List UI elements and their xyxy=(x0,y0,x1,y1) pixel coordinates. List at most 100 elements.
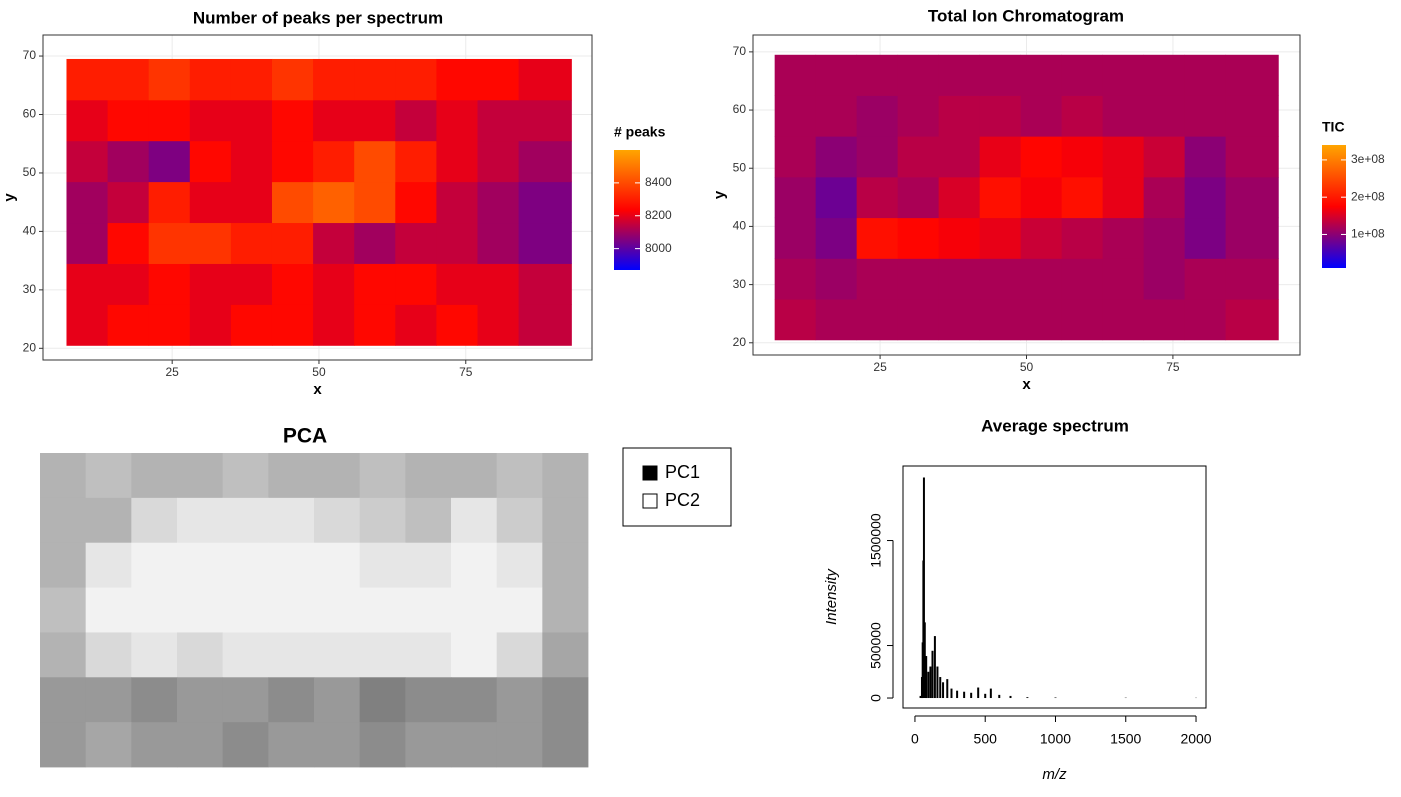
image-cell xyxy=(85,677,132,723)
heat-cell xyxy=(1061,136,1104,178)
heat-cell xyxy=(1020,95,1063,137)
legend-title: TIC xyxy=(1322,119,1345,135)
heat-cell xyxy=(436,304,478,346)
heat-cell xyxy=(477,304,520,346)
heat-cell xyxy=(230,304,273,346)
heat-cell xyxy=(1143,258,1186,300)
heat-cell xyxy=(1225,258,1279,300)
y-tick-label: 70 xyxy=(733,44,747,58)
x-tick-label: 50 xyxy=(312,365,326,379)
heat-cell xyxy=(979,258,1022,300)
image-cell xyxy=(496,722,543,768)
image-cell xyxy=(542,453,589,499)
heat-cell xyxy=(979,54,1022,96)
heat-cell xyxy=(271,181,314,224)
x-axis-label: x xyxy=(313,381,322,398)
heat-cell xyxy=(1102,136,1145,178)
heat-cell xyxy=(189,222,232,264)
image-cell xyxy=(451,587,498,633)
heat-cell xyxy=(313,99,355,142)
heat-cell xyxy=(271,58,314,101)
heat-cell xyxy=(1184,54,1227,96)
image-cell xyxy=(85,453,132,499)
heat-cell xyxy=(1020,217,1063,259)
image-cell xyxy=(85,632,132,678)
heat-cell xyxy=(774,176,817,219)
chart-title: PCA xyxy=(283,425,327,448)
heat-cell xyxy=(856,299,899,341)
heat-cell xyxy=(938,258,981,300)
heat-cell xyxy=(1225,136,1279,178)
image-cell xyxy=(268,497,315,544)
heat-cell xyxy=(1143,176,1186,219)
image-cell xyxy=(222,677,269,723)
image-cell xyxy=(359,677,406,723)
heat-cell xyxy=(897,54,940,96)
image-cell xyxy=(177,587,224,633)
image-cell xyxy=(131,722,178,768)
image-cell xyxy=(314,587,361,633)
heat-cell xyxy=(395,181,437,224)
image-cell xyxy=(85,722,132,768)
heat-cell xyxy=(518,140,572,183)
image-cell xyxy=(177,453,224,499)
heat-cell xyxy=(271,140,314,183)
colorbar xyxy=(1322,145,1346,268)
heat-cell xyxy=(436,222,478,264)
heat-cell xyxy=(148,99,191,142)
heat-cell xyxy=(354,263,396,305)
heat-cell xyxy=(1102,95,1145,137)
colorbar-label: 1e+08 xyxy=(1351,227,1385,241)
image-cell xyxy=(451,453,498,499)
heat-cell xyxy=(395,140,437,183)
image-cell xyxy=(40,542,87,588)
heat-cell xyxy=(477,263,520,305)
heat-cell xyxy=(856,54,899,96)
image-cell xyxy=(222,542,269,588)
heat-cell xyxy=(395,222,437,264)
heat-cell xyxy=(1061,258,1104,300)
heat-cell xyxy=(148,181,191,224)
heat-cell xyxy=(1020,258,1063,300)
heat-cell xyxy=(938,217,981,259)
image-cell xyxy=(222,587,269,633)
y-axis-label: y xyxy=(1,193,18,202)
heat-cell xyxy=(66,263,108,305)
heat-cell xyxy=(189,263,232,305)
heat-cell xyxy=(189,140,232,183)
image-cell xyxy=(542,497,589,544)
image-cell xyxy=(314,542,361,588)
heat-cell xyxy=(66,58,108,101)
heat-cell xyxy=(897,299,940,341)
heat-cell xyxy=(230,222,273,264)
heat-cell xyxy=(230,58,273,101)
heat-cell xyxy=(1184,176,1227,219)
heat-cell xyxy=(1225,54,1279,96)
heat-cell xyxy=(856,176,899,219)
heat-cell xyxy=(189,181,232,224)
y-tick-label: 50 xyxy=(733,160,747,174)
image-cell xyxy=(40,722,87,768)
image-cell xyxy=(314,453,361,499)
heat-cell xyxy=(815,299,858,341)
image-cell xyxy=(314,677,361,723)
chart-title: Total Ion Chromatogram xyxy=(928,6,1124,25)
x-tick-label: 1000 xyxy=(1040,731,1071,747)
image-cell xyxy=(451,677,498,723)
heat-cell xyxy=(477,58,520,101)
x-axis-label: x xyxy=(1022,376,1031,393)
image-cell xyxy=(40,587,87,633)
heat-cell xyxy=(230,140,273,183)
heat-cell xyxy=(1102,54,1145,96)
heat-cell xyxy=(107,263,150,305)
heat-cell xyxy=(518,304,572,346)
x-tick-label: 75 xyxy=(1166,360,1180,374)
heat-cell xyxy=(66,304,108,346)
heat-cell xyxy=(66,99,108,142)
heat-cell xyxy=(66,181,108,224)
heat-cell xyxy=(354,304,396,346)
heat-cell xyxy=(1061,54,1104,96)
heat-cell xyxy=(1225,217,1279,259)
heat-cell xyxy=(856,217,899,259)
